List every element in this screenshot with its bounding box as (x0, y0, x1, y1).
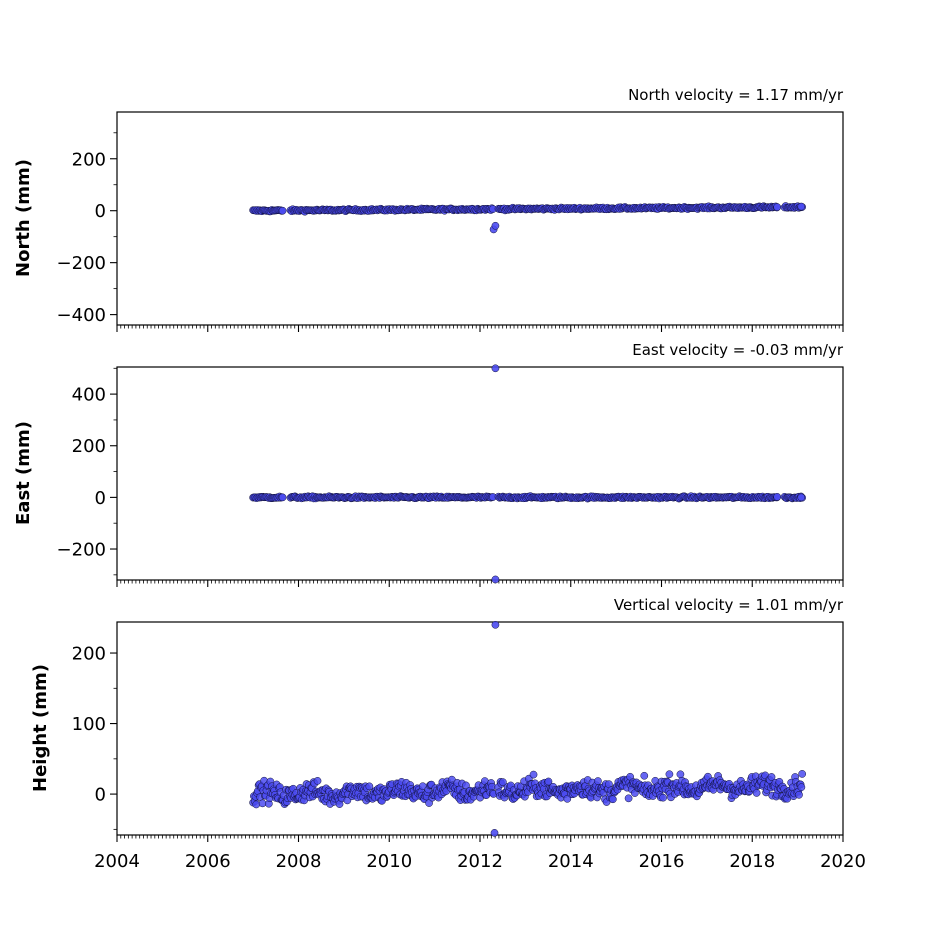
outlier-point (278, 206, 287, 215)
x-tick-label: 2016 (639, 851, 685, 872)
y-tick-label: 200 (72, 644, 106, 665)
x-axis (116, 325, 844, 332)
data-point (797, 783, 806, 792)
north-ylabel: North (mm) (13, 159, 34, 277)
y-tick-label: 400 (72, 385, 106, 406)
data-point (365, 782, 374, 791)
data-point (252, 800, 261, 809)
y-tick-label: 0 (95, 488, 106, 509)
data-point (609, 795, 617, 804)
x-tick-label: 2004 (94, 851, 140, 872)
height-plot-area: 2004 2006 2008 2010 2012 2014 2016 2018 2020 0 100… (72, 620, 866, 872)
axes-frame (116, 366, 844, 581)
x-tick-label: 2006 (185, 851, 231, 872)
east-velocity-title: East velocity = -0.03 mm/yr (632, 341, 844, 359)
east-panel: East velocity = -0.03 mm/yr East (mm) −2… (13, 341, 844, 587)
outlier-point (491, 620, 500, 629)
x-tick-label: 2018 (729, 851, 775, 872)
data-points (249, 620, 807, 837)
data-point (594, 777, 602, 785)
outlier-point (491, 575, 500, 584)
data-point (529, 770, 538, 779)
x-axis (116, 580, 844, 587)
east-ylabel: East (mm) (13, 421, 34, 525)
y-axis: −400 −200 0 200 (57, 132, 117, 326)
x-tick-label: 2010 (366, 851, 412, 872)
outlier-point (490, 829, 499, 837)
outlier-point (797, 493, 806, 502)
outlier-point (491, 364, 500, 373)
x-tick-label: 2008 (276, 851, 322, 872)
east-plot-area: −200 0 200 400 (57, 364, 844, 587)
data-point (640, 771, 649, 780)
height-ylabel: Height (mm) (30, 664, 51, 792)
outlier-point (773, 203, 782, 211)
north-plot-area: −400 −200 0 200 (57, 111, 844, 332)
data-point (665, 770, 674, 779)
data-point (313, 777, 322, 785)
x-tick-label: 2012 (457, 851, 503, 872)
x-tick-label: 2020 (820, 851, 866, 872)
data-points (249, 364, 807, 584)
north-velocity-title: North velocity = 1.17 mm/yr (628, 86, 844, 104)
north-panel: North velocity = 1.17 mm/yr North (mm) −… (13, 86, 844, 332)
y-axis: −200 0 200 400 (57, 367, 117, 576)
height-panel: Vertical velocity = 1.01 mm/yr Height (m… (30, 596, 866, 872)
y-tick-label: 0 (95, 201, 106, 222)
data-point (659, 793, 667, 802)
data-point (798, 770, 807, 778)
y-tick-label: 0 (95, 785, 106, 806)
axes-frame (116, 621, 844, 836)
data-point (499, 778, 507, 786)
outlier-point (278, 493, 287, 502)
y-tick-label: −400 (57, 305, 106, 326)
data-point (795, 790, 803, 799)
y-tick-label: 100 (72, 714, 106, 735)
vertical-velocity-title: Vertical velocity = 1.01 mm/yr (614, 596, 844, 614)
y-tick-label: 200 (72, 149, 106, 170)
data-point (676, 770, 685, 779)
outlier-point (773, 493, 782, 501)
x-tick-label: 2014 (548, 851, 594, 872)
data-point (624, 794, 633, 803)
y-tick-label: 200 (72, 436, 106, 457)
data-points (249, 202, 807, 234)
data-point (767, 773, 776, 781)
y-tick-label: −200 (57, 253, 106, 274)
y-axis: 0 100 200 (72, 644, 117, 830)
y-tick-label: −200 (57, 540, 106, 561)
outlier-point (797, 202, 806, 211)
data-point (544, 777, 553, 786)
data-point (752, 789, 761, 797)
x-axis: 2004 2006 2008 2010 2012 2014 2016 2018 2020 (94, 835, 866, 872)
axes-frame (116, 111, 844, 326)
outlier-point (491, 221, 500, 230)
